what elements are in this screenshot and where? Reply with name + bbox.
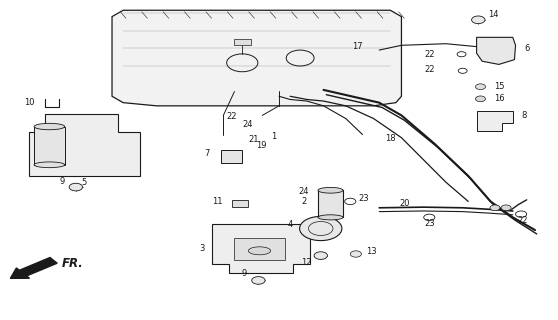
Bar <box>234 39 251 45</box>
Text: 14: 14 <box>488 10 499 19</box>
Text: 5: 5 <box>81 178 87 187</box>
Text: 19: 19 <box>256 141 266 150</box>
Bar <box>318 190 343 217</box>
Text: 9: 9 <box>242 269 247 278</box>
Text: 18: 18 <box>385 134 396 143</box>
Ellipse shape <box>318 215 343 220</box>
Circle shape <box>350 251 362 257</box>
Text: 10: 10 <box>25 98 35 107</box>
Circle shape <box>475 96 485 102</box>
Text: 16: 16 <box>494 94 505 103</box>
Text: 7: 7 <box>204 149 209 158</box>
Text: 8: 8 <box>521 111 527 120</box>
Polygon shape <box>477 111 513 131</box>
Polygon shape <box>112 10 401 106</box>
Bar <box>232 200 248 207</box>
Polygon shape <box>28 114 140 176</box>
Circle shape <box>252 276 265 284</box>
Bar <box>220 150 242 163</box>
Text: 6: 6 <box>524 44 530 53</box>
Ellipse shape <box>34 123 65 130</box>
Circle shape <box>501 205 511 211</box>
Text: 13: 13 <box>366 247 377 256</box>
Text: 2: 2 <box>301 196 307 206</box>
Text: 22: 22 <box>227 112 237 121</box>
Text: 20: 20 <box>399 199 410 208</box>
Text: 17: 17 <box>352 42 362 52</box>
Circle shape <box>300 216 342 241</box>
Text: FR.: FR. <box>62 257 84 270</box>
Circle shape <box>475 84 485 90</box>
Circle shape <box>490 205 500 211</box>
Polygon shape <box>477 37 516 64</box>
Ellipse shape <box>248 247 271 255</box>
Text: 24: 24 <box>243 120 253 129</box>
Text: 4: 4 <box>287 220 293 229</box>
Text: 11: 11 <box>213 197 223 206</box>
Bar <box>34 126 65 165</box>
Circle shape <box>472 16 485 24</box>
Text: 9: 9 <box>59 177 65 186</box>
Text: 24: 24 <box>299 188 309 196</box>
Text: 12: 12 <box>301 258 312 267</box>
Text: 23: 23 <box>424 219 435 228</box>
Polygon shape <box>212 224 310 273</box>
Text: 21: 21 <box>249 135 259 144</box>
Text: 22: 22 <box>424 50 435 59</box>
Ellipse shape <box>318 188 343 193</box>
Circle shape <box>314 252 328 260</box>
Text: 1: 1 <box>271 132 276 140</box>
Circle shape <box>69 183 83 191</box>
Bar <box>234 238 285 260</box>
Text: 22: 22 <box>518 216 528 225</box>
Ellipse shape <box>34 162 65 168</box>
Text: 15: 15 <box>494 82 505 91</box>
Text: 3: 3 <box>200 244 205 253</box>
Text: 22: 22 <box>424 65 435 74</box>
Text: 23: 23 <box>359 194 369 204</box>
FancyArrow shape <box>11 258 57 278</box>
